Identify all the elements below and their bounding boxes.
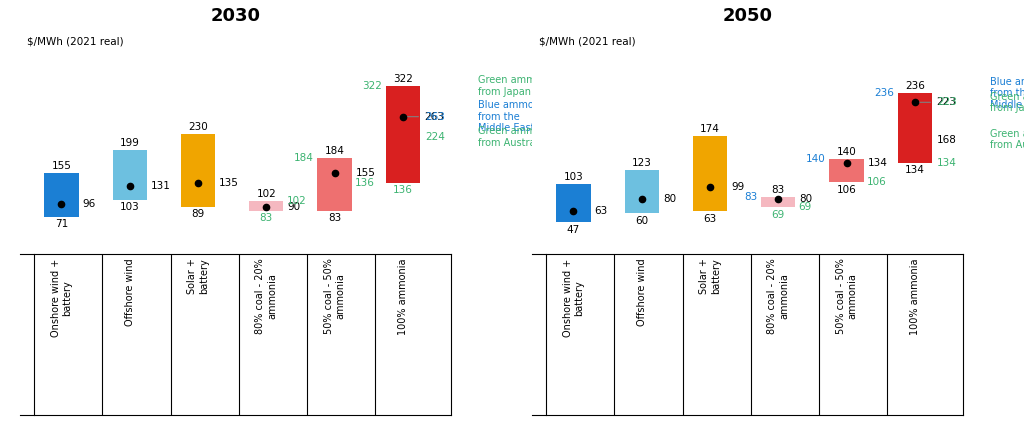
Text: 80% coal - 20%
ammonia: 80% coal - 20% ammonia [767,258,790,334]
Text: 102: 102 [256,189,276,199]
Text: 69: 69 [799,202,812,212]
Text: Green ammonia
from Australia: Green ammonia from Australia [990,129,1024,151]
Bar [181,134,215,207]
Text: 230: 230 [188,122,208,132]
Title: 2050: 2050 [723,7,772,25]
Text: 63: 63 [595,206,608,216]
Text: 47: 47 [567,225,580,235]
Text: 80: 80 [663,195,676,204]
Text: 83: 83 [744,192,758,203]
Text: 236: 236 [874,88,894,99]
Text: Green ammonia
from Japan: Green ammonia from Japan [478,75,556,97]
Text: 184: 184 [294,153,314,163]
Text: Offshore wind: Offshore wind [637,258,647,326]
Text: 140: 140 [806,154,826,164]
Text: 223: 223 [936,97,955,107]
Text: 103: 103 [120,202,139,212]
Title: 2030: 2030 [211,7,260,25]
Text: 184: 184 [325,146,344,157]
Text: Green ammonia
from Australia: Green ammonia from Australia [478,126,556,148]
Text: 106: 106 [837,184,856,195]
Text: 71: 71 [55,219,68,229]
Text: 96: 96 [83,199,96,209]
Text: 136: 136 [393,185,413,195]
Text: Solar +
battery: Solar + battery [699,258,721,294]
Text: 322: 322 [393,74,413,84]
Text: 60: 60 [635,216,648,226]
Text: 63: 63 [703,214,717,224]
Text: 123: 123 [632,158,651,168]
Text: 90: 90 [288,202,300,212]
Text: Onshore wind +
battery: Onshore wind + battery [562,258,585,337]
Text: 100% ammonia: 100% ammonia [397,258,408,335]
Text: 136: 136 [355,178,375,188]
Bar [761,198,796,207]
Text: 50% coal - 50%
ammonia: 50% coal - 50% ammonia [324,258,345,335]
Text: 322: 322 [362,81,382,91]
Text: $/MWh (2021 real): $/MWh (2021 real) [28,36,124,47]
Bar [625,170,658,213]
Bar [44,173,79,217]
Text: 134: 134 [905,165,925,176]
Text: 168: 168 [937,135,957,145]
Text: 131: 131 [151,181,171,190]
Text: 99: 99 [731,181,744,192]
Text: 135: 135 [219,179,239,188]
Text: Onshore wind +
battery: Onshore wind + battery [50,258,73,337]
Text: 80: 80 [800,195,812,204]
Text: 224: 224 [425,132,445,142]
Bar [113,150,146,200]
Text: 223: 223 [937,97,957,107]
Text: 263: 263 [425,112,445,122]
Bar [249,201,284,211]
Text: 134: 134 [867,158,888,168]
Text: Green ammonia
from Japan: Green ammonia from Japan [990,91,1024,113]
Text: 155: 155 [51,162,72,171]
Text: 263: 263 [424,112,443,122]
Text: 106: 106 [867,177,887,187]
Text: 155: 155 [355,168,376,178]
Text: 174: 174 [700,124,720,134]
Bar [317,158,351,211]
Bar [693,136,727,211]
Bar [898,93,932,163]
Text: 89: 89 [191,209,205,220]
Text: Blue ammonia
from the
Middle East: Blue ammonia from the Middle East [478,100,549,133]
Text: 134: 134 [937,158,957,168]
Text: $/MWh (2021 real): $/MWh (2021 real) [540,36,636,47]
Text: 140: 140 [837,147,856,157]
Text: 83: 83 [328,213,341,222]
Bar [386,86,420,183]
Text: 199: 199 [120,138,139,148]
Text: 50% coal - 50%
ammonia: 50% coal - 50% ammonia [836,258,857,335]
Text: Offshore wind: Offshore wind [125,258,135,326]
Text: 80% coal - 20%
ammonia: 80% coal - 20% ammonia [255,258,278,334]
Text: 69: 69 [772,210,784,220]
Text: 102: 102 [287,195,306,206]
Text: 83: 83 [772,185,784,195]
Text: 103: 103 [563,172,584,182]
Text: Solar +
battery: Solar + battery [187,258,209,294]
Bar [556,184,591,222]
Bar [829,159,863,182]
Text: 236: 236 [905,82,925,91]
Text: 100% ammonia: 100% ammonia [909,258,920,335]
Text: 83: 83 [260,213,272,222]
Text: Blue ammonia
from the
Middle East: Blue ammonia from the Middle East [990,77,1024,110]
